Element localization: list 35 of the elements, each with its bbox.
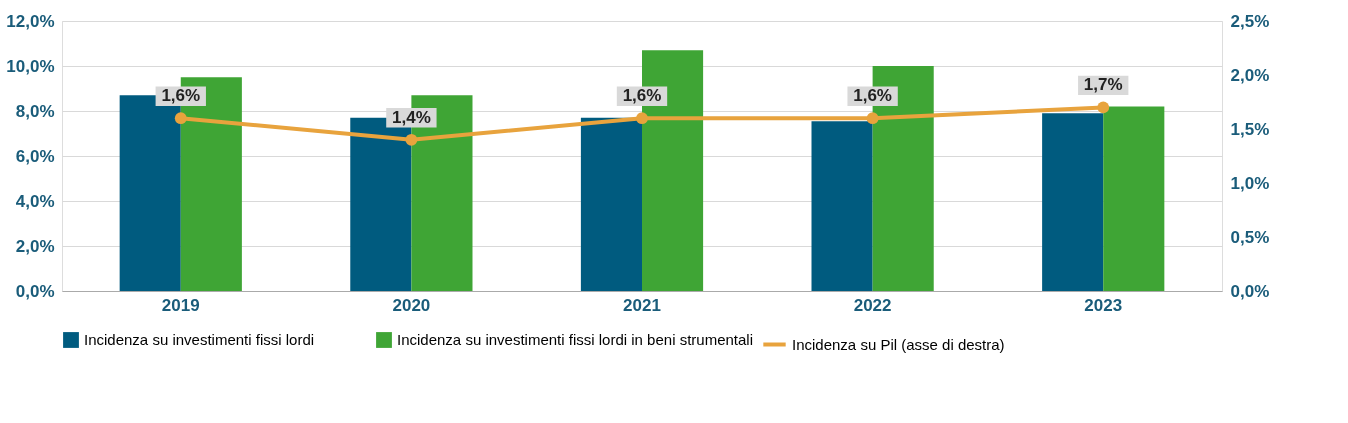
bar — [580, 117, 642, 291]
x-tick-label: 2019 — [161, 295, 200, 315]
legend-label: Incidenza su Pil (asse di destra) — [792, 335, 1005, 353]
y-tick-label: 6,0% — [15, 146, 55, 166]
y-tick-label: 8,0% — [15, 101, 55, 121]
bar — [1103, 106, 1165, 291]
y-tick-label: 2,0% — [15, 236, 55, 256]
bar — [811, 121, 873, 291]
data-label: 1,6% — [161, 86, 201, 106]
bar — [1042, 113, 1104, 291]
x-tick-label: 2023 — [1084, 295, 1123, 315]
x-tick-label: 2022 — [853, 295, 892, 315]
legend-label: Incidenza su investimenti fissi lordi — [84, 331, 315, 348]
y2-tick-label: 1,5% — [1230, 119, 1270, 139]
y-tick-label: 10,0% — [6, 56, 55, 76]
data-label: 1,6% — [622, 86, 662, 106]
point — [174, 112, 187, 125]
data-label: 1,7% — [1083, 75, 1123, 95]
point — [1097, 101, 1110, 114]
y-tick-label: 12,0% — [6, 11, 55, 31]
point — [866, 112, 879, 125]
y-tick-label: 4,0% — [15, 191, 55, 211]
y2-tick-label: 2,0% — [1230, 65, 1270, 85]
y2-tick-label: 1,0% — [1230, 173, 1270, 193]
x-tick-label: 2020 — [392, 295, 431, 315]
y2-tick-label: 0,5% — [1230, 227, 1270, 247]
y2-tick-label: 0,0% — [1230, 281, 1270, 301]
y-tick-label: 0,0% — [15, 281, 55, 301]
point — [636, 112, 648, 125]
data-label: 1,4% — [392, 107, 431, 127]
point — [405, 133, 418, 146]
y2-tick-label: 2,5% — [1230, 11, 1270, 31]
x-tick-label: 2021 — [623, 295, 661, 315]
legend-label: Incidenza su investimenti fissi lordi in beni strumentali — [397, 331, 753, 348]
data-label: 1,6% — [853, 86, 892, 106]
